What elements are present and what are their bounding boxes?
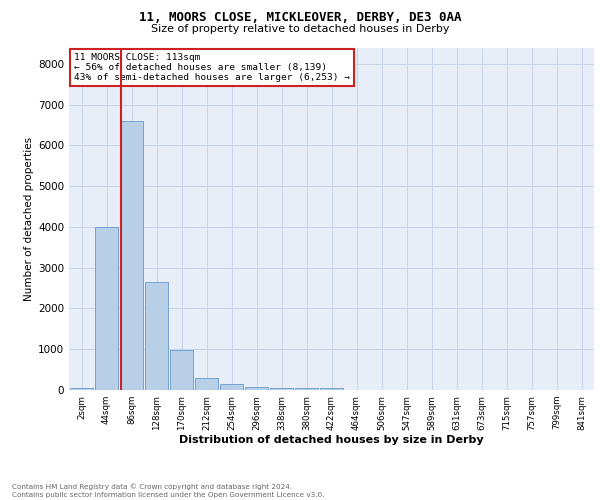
Text: Size of property relative to detached houses in Derby: Size of property relative to detached ho… <box>151 24 449 34</box>
Bar <box>145 282 168 390</box>
Bar <box>220 384 243 390</box>
Text: Contains HM Land Registry data © Crown copyright and database right 2024.
Contai: Contains HM Land Registry data © Crown c… <box>12 484 325 498</box>
Text: 11 MOORS CLOSE: 113sqm
← 56% of detached houses are smaller (8,139)
43% of semi-: 11 MOORS CLOSE: 113sqm ← 56% of detached… <box>74 52 350 82</box>
Text: 11, MOORS CLOSE, MICKLEOVER, DERBY, DE3 0AA: 11, MOORS CLOSE, MICKLEOVER, DERBY, DE3 … <box>139 11 461 24</box>
Bar <box>320 388 343 390</box>
Y-axis label: Number of detached properties: Number of detached properties <box>24 136 34 301</box>
Bar <box>245 386 268 390</box>
Bar <box>270 388 293 390</box>
Bar <box>295 388 318 390</box>
Bar <box>95 227 118 390</box>
Bar <box>170 350 193 390</box>
Bar <box>70 388 93 390</box>
Bar <box>120 121 143 390</box>
X-axis label: Distribution of detached houses by size in Derby: Distribution of detached houses by size … <box>179 436 484 446</box>
Bar <box>195 378 218 390</box>
